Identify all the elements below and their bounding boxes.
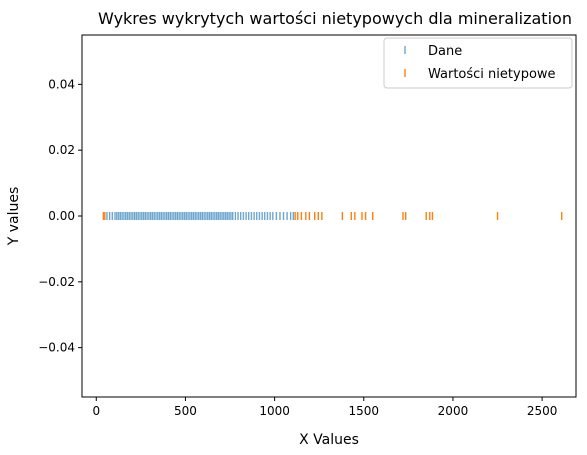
chart-title: Wykres wykrytych wartości nietypowych dl… — [98, 9, 572, 28]
y-axis-label: Y values — [6, 187, 22, 247]
x-axis: 0 500 1000 1500 2000 2500 — [92, 397, 557, 418]
y-tick-label: 0.04 — [48, 77, 75, 91]
x-tick-label: 2500 — [527, 404, 558, 418]
legend-box — [383, 37, 573, 89]
x-tick-label: 1000 — [259, 404, 290, 418]
series-layer — [102, 212, 563, 220]
legend-label: Dane — [428, 44, 462, 59]
y-tick-label: −0.02 — [38, 275, 75, 289]
legend-label: Wartości nietypowe — [428, 67, 556, 82]
series-dane — [106, 212, 295, 220]
x-tick-label: 500 — [174, 404, 197, 418]
x-tick-label: 0 — [92, 404, 100, 418]
x-tick-label: 2000 — [438, 404, 469, 418]
y-tick-label: 0.00 — [48, 209, 75, 223]
y-axis: −0.04 −0.02 0.00 0.02 0.04 — [38, 77, 82, 355]
x-tick-label: 1500 — [349, 404, 380, 418]
y-tick-label: −0.04 — [38, 341, 75, 355]
legend-entries: Dane Wartości nietypowe — [404, 44, 556, 82]
x-axis-label: X Values — [299, 432, 359, 448]
series-outliers — [102, 212, 563, 220]
y-tick-label: 0.02 — [48, 143, 75, 157]
legend: Dane Wartości nietypowe — [383, 37, 573, 89]
plot-area — [81, 34, 577, 398]
